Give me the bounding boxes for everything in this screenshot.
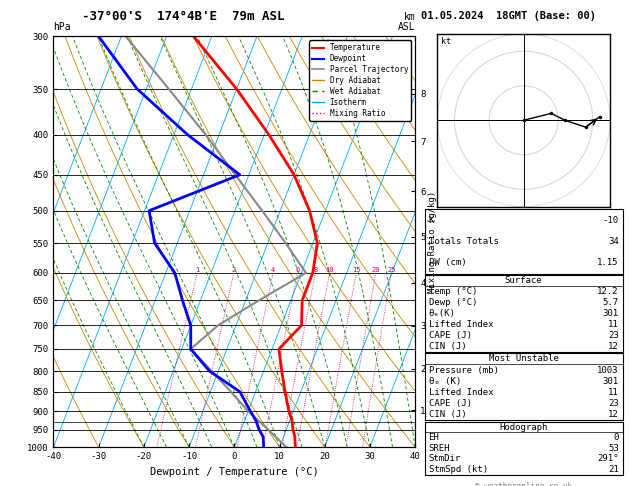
Text: 10: 10 xyxy=(325,267,334,273)
Text: CAPE (J): CAPE (J) xyxy=(428,399,472,408)
Text: Temp (°C): Temp (°C) xyxy=(428,287,477,296)
Text: CIN (J): CIN (J) xyxy=(428,342,466,351)
X-axis label: Dewpoint / Temperature (°C): Dewpoint / Temperature (°C) xyxy=(150,467,319,477)
Text: θₑ (K): θₑ (K) xyxy=(428,377,461,386)
Text: 23: 23 xyxy=(608,331,619,340)
Text: 11: 11 xyxy=(608,320,619,329)
Text: Most Unstable: Most Unstable xyxy=(489,354,559,364)
Text: 12: 12 xyxy=(608,410,619,419)
Text: Hodograph: Hodograph xyxy=(499,422,548,432)
Text: 01.05.2024  18GMT (Base: 00): 01.05.2024 18GMT (Base: 00) xyxy=(421,11,596,21)
Text: hPa: hPa xyxy=(53,21,71,32)
Text: km
ASL: km ASL xyxy=(398,12,415,32)
Text: 1003: 1003 xyxy=(598,365,619,375)
Text: StmSpd (kt): StmSpd (kt) xyxy=(428,465,487,474)
Text: 0: 0 xyxy=(613,433,619,442)
Text: CIN (J): CIN (J) xyxy=(428,410,466,419)
Text: Dewp (°C): Dewp (°C) xyxy=(428,298,477,307)
Text: 5.7: 5.7 xyxy=(603,298,619,307)
Text: 11: 11 xyxy=(608,388,619,397)
Text: 4: 4 xyxy=(271,267,276,273)
Text: 23: 23 xyxy=(608,399,619,408)
Text: PW (cm): PW (cm) xyxy=(428,259,466,267)
Text: Totals Totals: Totals Totals xyxy=(428,237,498,246)
Text: -10: -10 xyxy=(603,216,619,225)
Text: Pressure (mb): Pressure (mb) xyxy=(428,365,498,375)
Text: 291°: 291° xyxy=(598,454,619,463)
Text: SREH: SREH xyxy=(428,444,450,453)
Text: 6: 6 xyxy=(296,267,299,273)
Text: 20: 20 xyxy=(372,267,380,273)
Text: 301: 301 xyxy=(603,377,619,386)
Text: EH: EH xyxy=(428,433,439,442)
Text: © weatheronline.co.uk: © weatheronline.co.uk xyxy=(475,482,572,486)
Text: 1.15: 1.15 xyxy=(598,259,619,267)
Text: 25: 25 xyxy=(387,267,396,273)
Text: 15: 15 xyxy=(352,267,360,273)
Y-axis label: Mixing Ratio (g/kg): Mixing Ratio (g/kg) xyxy=(428,191,437,293)
Text: K: K xyxy=(428,216,434,225)
Text: 53: 53 xyxy=(608,444,619,453)
Text: θₑ(K): θₑ(K) xyxy=(428,309,455,318)
Text: Surface: Surface xyxy=(505,276,542,285)
Text: kt: kt xyxy=(441,37,451,47)
Text: Lifted Index: Lifted Index xyxy=(428,320,493,329)
Text: 34: 34 xyxy=(608,237,619,246)
Text: 1: 1 xyxy=(195,267,199,273)
Legend: Temperature, Dewpoint, Parcel Trajectory, Dry Adiabat, Wet Adiabat, Isotherm, Mi: Temperature, Dewpoint, Parcel Trajectory… xyxy=(309,40,411,121)
Text: StmDir: StmDir xyxy=(428,454,461,463)
Text: 2: 2 xyxy=(231,267,236,273)
Text: 21: 21 xyxy=(608,465,619,474)
Text: CAPE (J): CAPE (J) xyxy=(428,331,472,340)
Text: Lifted Index: Lifted Index xyxy=(428,388,493,397)
Text: 12: 12 xyxy=(608,342,619,351)
Text: 12.2: 12.2 xyxy=(598,287,619,296)
Text: -37°00'S  174°4B'E  79m ASL: -37°00'S 174°4B'E 79m ASL xyxy=(82,10,284,23)
Text: 8: 8 xyxy=(313,267,318,273)
Text: 301: 301 xyxy=(603,309,619,318)
